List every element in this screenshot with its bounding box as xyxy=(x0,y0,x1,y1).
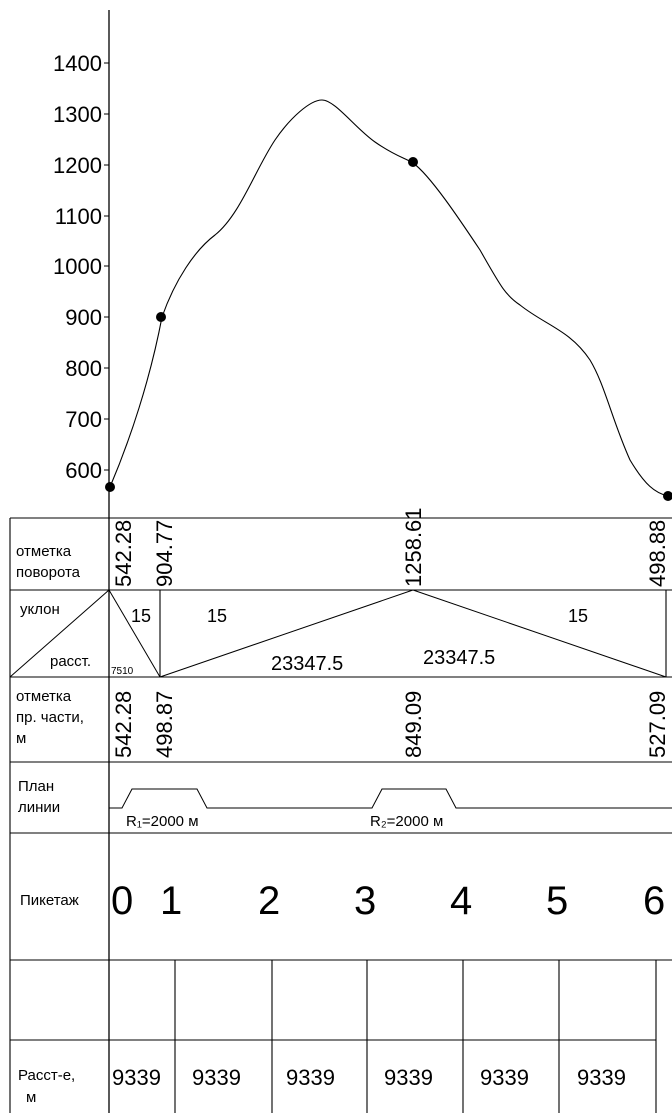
grade-elevation-value: 527.09 xyxy=(645,691,670,758)
row-label-turn-elevation: отметка xyxy=(16,543,72,560)
y-tick-label: 600 xyxy=(65,458,102,483)
segment-distances: 9339 9339 9339 9339 9339 9339 xyxy=(112,1065,626,1090)
row-label-turn-elevation: поворота xyxy=(16,564,81,581)
turn-elevation-value: 498.88 xyxy=(645,520,670,587)
short-distance-value: 7510 xyxy=(111,666,134,677)
turn-elevation-value: 904.77 xyxy=(152,520,177,587)
y-tick-label: 1100 xyxy=(55,204,102,229)
picket-number: 1 xyxy=(160,879,182,923)
slope-diagonals xyxy=(9,589,667,678)
row-label-distance: расст. xyxy=(50,653,91,670)
picket-numbers: 0 1 2 3 4 5 6 xyxy=(111,879,665,923)
segment-distance: 9339 xyxy=(286,1065,335,1090)
row-label-picket: Пикетаж xyxy=(20,892,79,909)
segment-distance: 9339 xyxy=(480,1065,529,1090)
y-tick-label: 900 xyxy=(65,305,102,330)
grade-elevation-value: 849.09 xyxy=(401,691,426,758)
row-label-slope: уклон xyxy=(20,601,60,618)
y-axis-ticks: 1400 1300 1200 1100 1000 900 800 700 600 xyxy=(53,51,109,483)
row-label-grade-elevation: пр. части, xyxy=(16,709,84,726)
profile-point xyxy=(408,157,418,167)
row-label-distance-m: Расст-е, xyxy=(18,1067,75,1084)
y-tick-label: 1300 xyxy=(53,102,102,127)
segment-distance: 9339 xyxy=(577,1065,626,1090)
turn-elevation-value: 542.28 xyxy=(111,520,136,587)
profile-point xyxy=(156,312,166,322)
row-label-distance-m: м xyxy=(26,1089,36,1106)
picket-number: 0 xyxy=(111,879,133,923)
table-grid xyxy=(9,517,672,1113)
row-label-plan: План xyxy=(18,778,54,795)
distance-value: 23347.5 xyxy=(271,653,343,675)
segment-distance: 9339 xyxy=(384,1065,433,1090)
distance-value: 23347.5 xyxy=(423,647,495,669)
y-tick-label: 1400 xyxy=(53,51,102,76)
picket-number: 4 xyxy=(450,879,472,923)
turn-elevation-value: 1258.61 xyxy=(401,507,426,587)
y-tick-label: 1200 xyxy=(53,153,102,178)
grade-elevation-value: 498.87 xyxy=(152,691,177,758)
slope-value: 15 xyxy=(131,606,151,626)
profile-point xyxy=(105,482,115,492)
picket-number: 6 xyxy=(643,879,665,923)
row-label-grade-elevation: отметка xyxy=(16,688,72,705)
row-label-plan: линии xyxy=(18,799,60,816)
row-label-grade-elevation: м xyxy=(16,730,26,747)
picket-number: 5 xyxy=(546,879,568,923)
picket-number: 2 xyxy=(258,879,280,923)
terrain-profile-curve xyxy=(109,99,669,497)
slope-value: 15 xyxy=(568,606,588,626)
segment-distance: 9339 xyxy=(112,1065,161,1090)
y-tick-label: 800 xyxy=(65,356,102,381)
y-tick-label: 1000 xyxy=(53,254,102,279)
picket-number: 3 xyxy=(354,879,376,923)
y-tick-label: 700 xyxy=(65,407,102,432)
curve-radius-label: R₁=2000 м xyxy=(126,813,199,830)
plan-line xyxy=(108,740,672,809)
grade-elevation-value: 542.28 xyxy=(111,691,136,758)
slope-value: 15 xyxy=(207,606,227,626)
curve-radius-label: R₂=2000 м xyxy=(370,813,443,830)
segment-distance: 9339 xyxy=(192,1065,241,1090)
profile-point xyxy=(663,491,672,501)
